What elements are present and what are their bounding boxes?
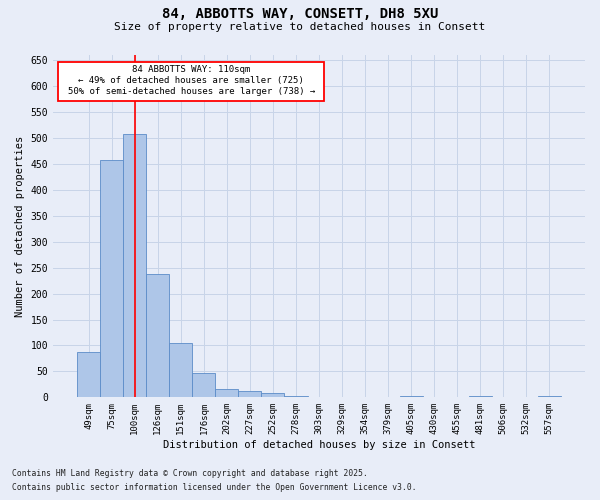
Bar xyxy=(100,160,123,398)
Text: 50% of semi-detached houses are larger (738) →: 50% of semi-detached houses are larger (… xyxy=(68,87,315,96)
Bar xyxy=(238,390,262,398)
Text: 84 ABBOTTS WAY: 110sqm: 84 ABBOTTS WAY: 110sqm xyxy=(132,64,250,74)
Bar xyxy=(77,352,100,398)
Y-axis label: Number of detached properties: Number of detached properties xyxy=(15,136,25,317)
Bar xyxy=(284,396,308,398)
Bar xyxy=(469,396,492,398)
Text: Contains public sector information licensed under the Open Government Licence v3: Contains public sector information licen… xyxy=(12,484,416,492)
X-axis label: Distribution of detached houses by size in Consett: Distribution of detached houses by size … xyxy=(163,440,475,450)
Bar xyxy=(262,393,284,398)
Bar xyxy=(169,344,193,398)
Text: ← 49% of detached houses are smaller (725): ← 49% of detached houses are smaller (72… xyxy=(79,76,304,85)
Bar xyxy=(146,274,169,398)
Bar xyxy=(400,396,422,398)
Text: 84, ABBOTTS WAY, CONSETT, DH8 5XU: 84, ABBOTTS WAY, CONSETT, DH8 5XU xyxy=(162,8,438,22)
Text: Size of property relative to detached houses in Consett: Size of property relative to detached ho… xyxy=(115,22,485,32)
Bar xyxy=(193,373,215,398)
FancyBboxPatch shape xyxy=(58,62,325,101)
Bar xyxy=(215,388,238,398)
Bar xyxy=(123,134,146,398)
Bar xyxy=(538,396,561,398)
Text: Contains HM Land Registry data © Crown copyright and database right 2025.: Contains HM Land Registry data © Crown c… xyxy=(12,468,368,477)
